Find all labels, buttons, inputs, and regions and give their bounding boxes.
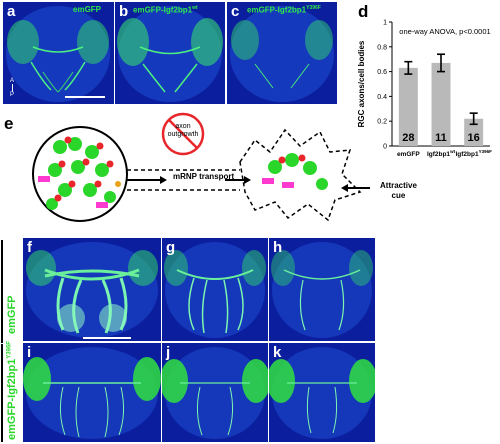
category-label: Igf2bp1wt: [427, 149, 456, 158]
panel-a-title: emGFP: [73, 5, 102, 14]
granule-cluster: [46, 137, 116, 210]
no-outgrowth-label: axon outgrowth: [163, 123, 203, 139]
panel-f-letter: f: [27, 239, 32, 256]
panel-i: i: [23, 343, 161, 442]
n-label: 11: [435, 132, 447, 144]
panel-g-letter: g: [166, 239, 176, 256]
panel-c-title: emGFP-Igf2bp1Y396F: [247, 5, 321, 15]
panel-a-image: [6, 6, 110, 102]
category-label-sup: Y396F: [479, 149, 493, 154]
growth-cone: [239, 128, 362, 222]
category-label: Igf2bp1Y396F: [455, 149, 492, 158]
axis-marker-arrow: [11, 84, 13, 92]
n-label: 28: [402, 132, 414, 144]
panel-b-image: [117, 6, 223, 102]
scale-bar-f: [83, 337, 131, 339]
row-label-1-line: [1, 240, 3, 343]
panel-b-letter: b: [119, 3, 129, 20]
panel-g: g: [162, 238, 268, 341]
y-axis-label: RGC axons/cell bodies: [357, 40, 366, 127]
axis-marker-top: A: [9, 78, 14, 84]
row-label-2-sup: Y396F: [6, 341, 13, 359]
rna-dots: [54, 136, 114, 202]
panel-j: j: [162, 343, 268, 442]
panel-i-image: [23, 347, 161, 439]
panel-j-letter: j: [166, 344, 171, 361]
panel-k-image: [269, 347, 375, 439]
panel-i-letter: i: [27, 344, 32, 361]
y-tick-label: 0.6: [377, 69, 387, 76]
panel-c-title-sup: Y396F: [306, 5, 321, 11]
panel-f-image: [26, 242, 158, 338]
protein-complexes: [38, 176, 121, 208]
row-label-2-text: emGFP-Igf2bp1: [6, 358, 18, 440]
panel-b-title-text: emGFP-Igf2bp1: [133, 5, 193, 15]
row-label-1: emGFP: [6, 295, 18, 334]
panel-f: f: [23, 238, 161, 341]
panel-j-image: [162, 347, 268, 439]
y-tick-label: 0.8: [377, 44, 387, 51]
cue-label-line-2: cue: [391, 191, 406, 200]
axis-marker: A P: [7, 78, 17, 102]
chart-title: one-way ANOVA, p<0.0001: [399, 27, 490, 36]
panel-e-schematic: [32, 112, 370, 222]
panel-a-letter: a: [7, 3, 16, 20]
category-label-sup: wt: [449, 149, 456, 154]
panel-k-letter: k: [273, 344, 282, 361]
y-tick-label: 0.2: [377, 119, 387, 126]
cue-label-line-1: Attractive: [380, 181, 417, 190]
panel-k: k: [269, 343, 375, 442]
axis-marker-bottom: P: [9, 92, 14, 98]
panel-c-image: [230, 6, 334, 102]
cue-label: Attractive cue: [380, 181, 417, 201]
no-outgrowth-line-2: outgrowth: [167, 131, 199, 138]
category-label: emGFP: [397, 151, 420, 158]
panel-b: b emGFP-Igf2bp1wt: [115, 2, 225, 104]
panel-c-title-text: emGFP-Igf2bp1: [247, 5, 307, 15]
row-label-2: emGFP-Igf2bp1Y396F: [6, 341, 18, 440]
bar: [398, 67, 418, 146]
panel-d-letter: d: [358, 2, 369, 21]
y-tick-label: 0.4: [377, 94, 387, 101]
panel-b-title: emGFP-Igf2bp1wt: [133, 5, 198, 15]
transport-label: mRNP transport: [173, 172, 235, 181]
panel-c-letter: c: [231, 3, 240, 20]
panel-d-chart: 0 0.2 0.4 0.6 0.8 1 RGC axons/cell bodies one-w…: [357, 20, 492, 159]
panel-e-letter: e: [4, 114, 14, 133]
panel-h-image: [271, 242, 373, 338]
panel-h-letter: h: [273, 239, 283, 256]
panel-c: c emGFP-Igf2bp1Y396F: [227, 2, 337, 104]
no-outgrowth-line-1: axon: [175, 123, 191, 130]
panel-b-title-sup: wt: [192, 5, 198, 11]
panel-a: a emGFP A P: [3, 2, 114, 104]
row-label-2-line: [1, 344, 3, 442]
n-label: 16: [468, 132, 480, 144]
scale-bar: [65, 96, 105, 98]
bar: [464, 118, 484, 146]
growth-cone-granules: [262, 153, 328, 190]
panel-g-image: [164, 242, 266, 338]
y-tick-label: 1: [383, 20, 387, 27]
panel-h: h: [269, 238, 375, 341]
bar: [431, 62, 451, 146]
y-tick-label: 0: [383, 144, 387, 151]
